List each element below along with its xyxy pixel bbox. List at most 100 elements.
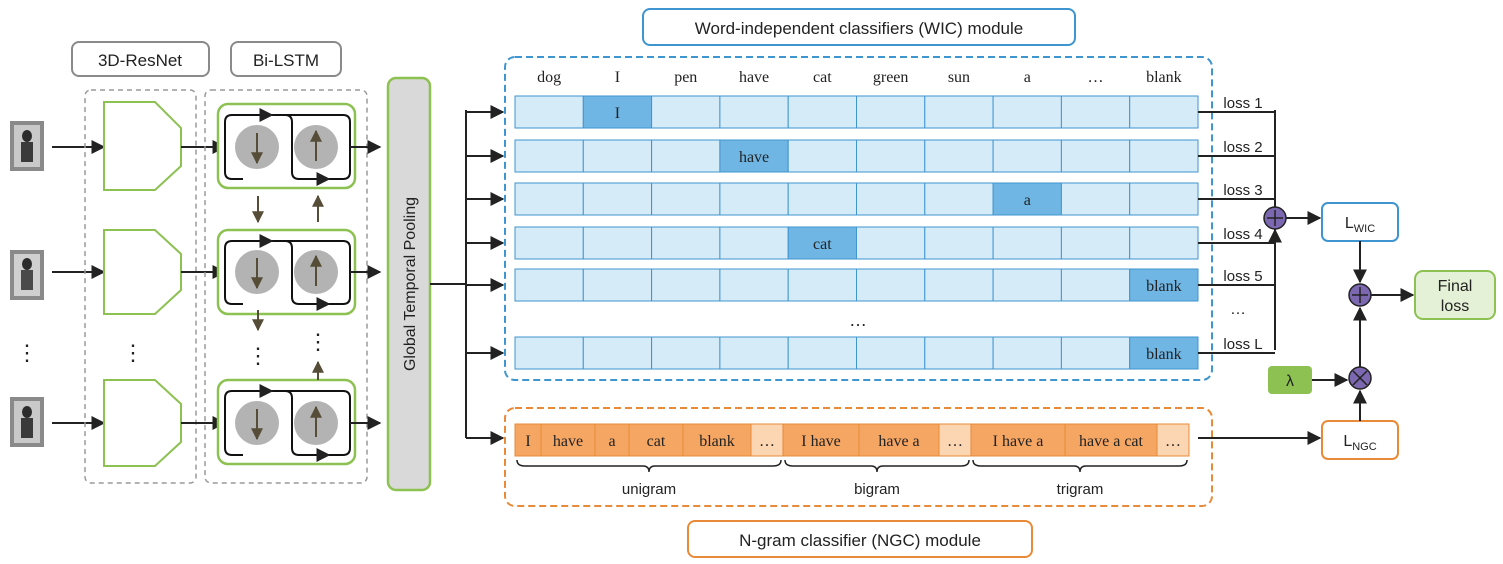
final-loss-line2: loss: [1441, 298, 1469, 315]
wic-title-box: Word-independent classifiers (WIC) modul…: [642, 8, 1076, 46]
wic-cell: [1060, 268, 1131, 302]
wic-cell: [651, 226, 721, 260]
wic-cell: [856, 268, 926, 302]
wic-column-header: sun: [948, 69, 970, 86]
wic-cell: [582, 226, 653, 260]
wic-cell: [582, 268, 653, 302]
resnet-ellipsis: ⋮: [122, 340, 144, 365]
ngc-cell-label: a: [608, 433, 615, 450]
lstm-ellipsis-left: ⋮: [247, 343, 269, 368]
ngc-cell: [858, 423, 940, 457]
ngc-cell-label: have a: [878, 433, 919, 450]
resnet-group: [84, 89, 197, 484]
wic-cell: [582, 139, 653, 173]
resnet-block-1: [103, 101, 182, 191]
l-wic-sub: WIC: [1354, 223, 1375, 235]
wic-cell: [1129, 226, 1199, 260]
wic-cell: [651, 182, 721, 216]
lstm-cell-1: [216, 102, 357, 190]
l-wic-main: L: [1345, 215, 1354, 232]
wic-classifier-row: cat: [514, 226, 1199, 260]
wic-highlight-cell: [1129, 336, 1199, 370]
wic-cell: [1129, 95, 1199, 129]
wic-column-header: pen: [674, 69, 697, 86]
frames-ellipsis: ⋮: [16, 340, 38, 365]
input-frame-1: [10, 121, 44, 171]
wic-module: [504, 56, 1213, 381]
lambda-multiply-node: [1348, 366, 1372, 390]
wic-cell: [924, 182, 994, 216]
input-frame-2: [10, 250, 44, 300]
ngc-cell: [628, 423, 684, 457]
wic-column-header: …: [1088, 69, 1104, 86]
ngc-ellipsis: …: [947, 433, 963, 450]
wic-cell: [1129, 139, 1199, 173]
wic-highlight-label: cat: [813, 236, 832, 253]
wic-cell: [924, 336, 994, 370]
wic-column-header: blank: [1146, 69, 1182, 86]
gtp-label: Global Temporal Pooling: [402, 197, 419, 371]
wic-cell: [651, 139, 721, 173]
loss-label: loss 3: [1223, 182, 1262, 199]
loss-label: loss 4: [1223, 226, 1262, 243]
lambda-label: λ: [1286, 373, 1294, 390]
wic-column-header: a: [1024, 69, 1031, 86]
lstm-ellipsis-right: ⋮: [307, 329, 329, 354]
wic-highlight-cell: [719, 139, 789, 173]
wic-cell: [719, 182, 789, 216]
wic-highlight-cell: [992, 182, 1062, 216]
ngc-cell-label: cat: [647, 433, 666, 450]
wic-highlight-cell: [787, 226, 858, 260]
loss-label: loss L: [1223, 336, 1262, 353]
ngc-module: [504, 407, 1213, 507]
wic-cell: [856, 95, 926, 129]
final-sum-node: [1348, 283, 1372, 307]
wic-column-header: dog: [537, 69, 561, 86]
wic-highlight-label: I: [615, 105, 620, 122]
wic-cell: [992, 139, 1062, 173]
ngc-ellipsis: …: [759, 433, 775, 450]
final-loss-box: Final loss: [1414, 270, 1496, 320]
wic-cell: [651, 336, 721, 370]
lstm-cell-2: [216, 228, 357, 316]
wic-cell: [924, 226, 994, 260]
wic-cell: [582, 336, 653, 370]
ngc-cell: [540, 423, 596, 457]
wic-cell: [514, 182, 584, 216]
wic-cell: [787, 182, 858, 216]
wic-cell: [514, 95, 584, 129]
ngc-title-box: N-gram classifier (NGC) module: [687, 520, 1033, 558]
ngc-ellipsis: …: [1165, 433, 1181, 450]
wic-classifier-row: have: [514, 139, 1199, 173]
wic-cell: [787, 268, 858, 302]
ngc-cell: [970, 423, 1066, 457]
resnet-title-box: 3D-ResNet: [71, 41, 210, 77]
l-ngc-main: L: [1343, 433, 1352, 450]
ngc-group-label: bigram: [854, 481, 900, 498]
svg-text:LNGC: LNGC: [1343, 433, 1376, 453]
wic-title: Word-independent classifiers (WIC) modul…: [695, 19, 1023, 38]
wic-column-header: have: [739, 69, 769, 86]
wic-cell: [992, 336, 1062, 370]
wic-cell: [856, 139, 926, 173]
wic-cell: [719, 336, 789, 370]
wic-highlight-label: blank: [1146, 278, 1182, 295]
wic-cell: [1060, 226, 1131, 260]
wic-cell: [992, 226, 1062, 260]
wic-cell: [787, 139, 858, 173]
resnet-title: 3D-ResNet: [98, 51, 182, 70]
wic-cell: [1129, 182, 1199, 216]
ngc-cell-label: I have: [801, 433, 841, 450]
ngc-cell: [514, 423, 542, 457]
wic-cell: [856, 182, 926, 216]
ngc-ellipsis-cell: [938, 423, 972, 457]
ngc-group-label: trigram: [1057, 481, 1104, 498]
final-loss-line1: Final: [1438, 278, 1473, 295]
wic-classifier-row: a: [514, 182, 1199, 216]
wic-cell: [514, 268, 584, 302]
wic-classifier-row: I: [514, 95, 1199, 129]
wic-cell: [856, 336, 926, 370]
ngc-title: N-gram classifier (NGC) module: [739, 531, 981, 550]
ngc-cell-label: I: [525, 433, 530, 450]
